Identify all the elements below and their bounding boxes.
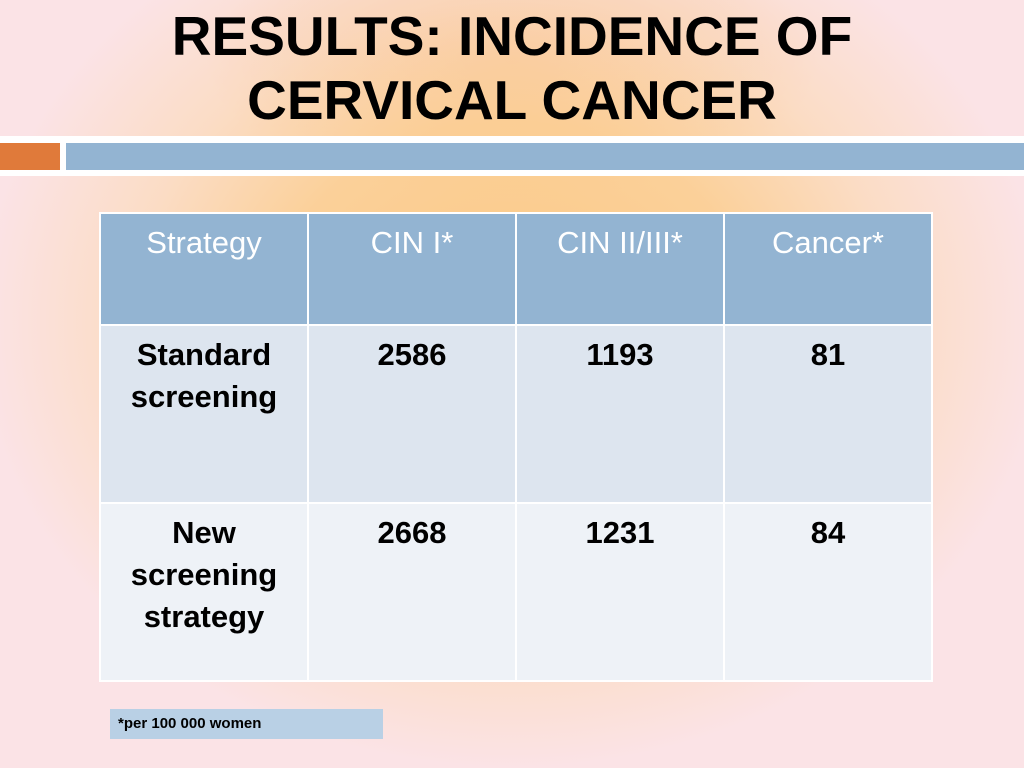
results-table: Strategy CIN I* CIN II/III* Cancer* Stan…: [99, 212, 933, 682]
divider-accent-orange: [0, 143, 60, 170]
title-line-1: RESULTS: INCIDENCE OF: [171, 5, 853, 67]
strategy-line: strategy: [143, 599, 265, 634]
strategy-line: screening: [130, 379, 278, 414]
cell-cin1: 2586: [307, 324, 517, 504]
strategy-line: screening: [130, 557, 278, 592]
table-row: New screening strategy 2668 1231 84: [99, 502, 933, 682]
header-strategy: Strategy: [99, 212, 309, 326]
header-cin23: CIN II/III*: [515, 212, 725, 326]
header-cancer: Cancer*: [723, 212, 933, 326]
strategy-line: Standard: [136, 337, 272, 372]
cell-cancer: 84: [723, 502, 933, 682]
cell-cin23: 1231: [515, 502, 725, 682]
cell-cin23: 1193: [515, 324, 725, 504]
cell-cancer: 81: [723, 324, 933, 504]
header-cin1: CIN I*: [307, 212, 517, 326]
table-row: Standard screening 2586 1193 81: [99, 324, 933, 504]
divider-accent-blue: [66, 143, 1024, 170]
cell-strategy: New screening strategy: [99, 502, 309, 682]
title-line-2: CERVICAL CANCER: [247, 69, 777, 131]
table-header-row: Strategy CIN I* CIN II/III* Cancer*: [99, 212, 933, 326]
cell-cin1: 2668: [307, 502, 517, 682]
cell-strategy: Standard screening: [99, 324, 309, 504]
strategy-line: New: [172, 515, 236, 550]
slide-title: RESULTS: INCIDENCE OF CERVICAL CANCER: [0, 4, 1024, 132]
footnote: *per 100 000 women: [110, 709, 383, 739]
